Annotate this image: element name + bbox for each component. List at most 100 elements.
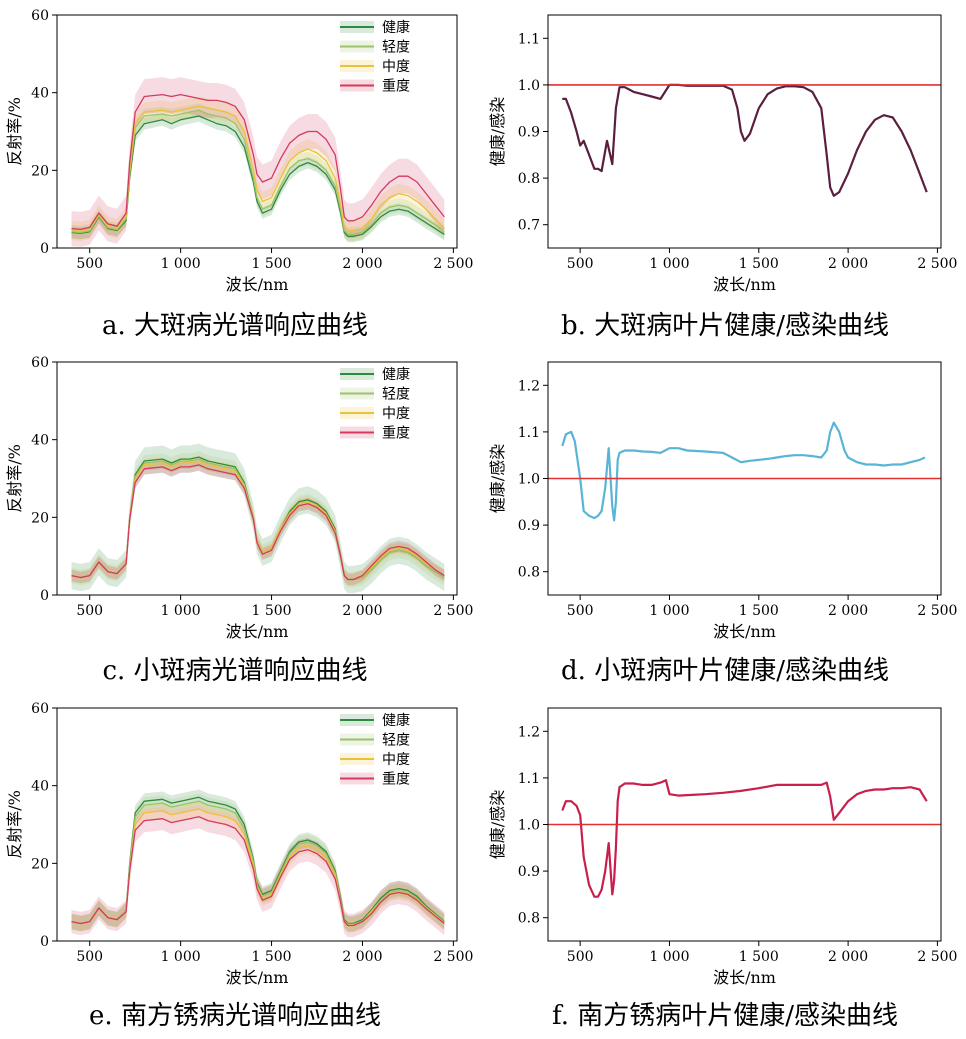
x-tick-label-d-3: 2 000: [828, 603, 868, 619]
y-tick-label-d-3: 1.1: [518, 425, 540, 441]
series-line-d-0: [561, 421, 926, 522]
x-tick-label-d-4: 2 500: [917, 603, 957, 619]
x-tick-label-b-1: 1 000: [649, 256, 689, 272]
x-axis-label-b: 波长/nm: [713, 275, 776, 294]
x-axis-label-f: 波长/nm: [713, 968, 776, 987]
legend-label-c-0: 健康: [382, 366, 410, 383]
x-tick-label-e-3: 2 000: [342, 949, 382, 965]
x-tick-label-a-3: 2 000: [342, 256, 382, 272]
chart-f: 500 1 000 1 500 2 000 2 500 0.8 0.9 1.0 1.1 1.2 波长…: [488, 707, 957, 987]
x-tick-label-b-2: 1 500: [739, 256, 779, 272]
chart-a: 500 1 000 1 500 2 000 2 500 0 20 40 60 波长/nm 反射率/%…: [5, 8, 473, 294]
x-tick-label-f-2: 1 500: [739, 949, 779, 965]
x-tick-label-d-2: 1 500: [739, 603, 779, 619]
caption-e: e. 南方锈病光谱响应曲线: [89, 1001, 381, 1031]
legend-label-e-0: 健康: [382, 712, 410, 729]
x-tick-label-f-4: 2 500: [917, 949, 957, 965]
series-band-e-1: [71, 793, 445, 933]
y-axis-label-b: 健康/感染: [488, 97, 507, 166]
y-tick-label-f-3: 1.1: [518, 771, 540, 787]
chart-c: 500 1 000 1 500 2 000 2 500 0 20 40 60 波长/nm 反射率/%…: [5, 355, 473, 641]
series-line-a-2: [71, 105, 445, 232]
series-line-b-0: [562, 83, 928, 197]
x-axis-label-e: 波长/nm: [226, 968, 289, 987]
y-tick-label-b-2: 0.9: [518, 125, 540, 141]
x-axis-label-d: 波长/nm: [713, 622, 776, 641]
y-tick-label-d-0: 0.8: [518, 565, 540, 581]
plot-area-f: [548, 779, 941, 898]
series-line-a-3: [71, 93, 445, 231]
y-tick-label-a-1: 20: [31, 163, 49, 179]
x-tick-label-a-1: 1 000: [161, 256, 201, 272]
y-tick-label-f-2: 1.0: [518, 818, 540, 834]
x-tick-label-e-1: 1 000: [161, 949, 201, 965]
series-band-c-0: [71, 443, 445, 594]
series-line-f-0: [561, 779, 928, 898]
axes-frame-a: [56, 14, 458, 249]
y-tick-label-b-4: 1.1: [518, 31, 540, 47]
caption-b: b. 大斑病叶片健康/感染曲线: [561, 311, 889, 341]
x-tick-label-a-0: 500: [76, 256, 103, 272]
y-axis-label-c: 反射率/%: [5, 444, 24, 513]
legend-label-e-2: 中度: [382, 752, 410, 768]
y-tick-label-e-0: 0: [40, 934, 49, 950]
y-tick-label-e-3: 60: [31, 701, 49, 717]
y-tick-label-e-1: 20: [31, 856, 49, 872]
series-band-c-1: [71, 451, 445, 588]
y-axis-label-e: 反射率/%: [5, 790, 24, 859]
x-tick-label-c-4: 2 500: [433, 603, 473, 619]
y-tick-label-c-2: 40: [31, 433, 49, 449]
y-tick-label-f-1: 0.9: [518, 864, 540, 880]
legend-label-c-3: 重度: [382, 426, 410, 442]
y-tick-label-b-3: 1.0: [518, 78, 540, 94]
x-tick-label-c-1: 1 000: [161, 603, 201, 619]
y-tick-label-b-0: 0.7: [518, 218, 540, 234]
series-band-e-3: [71, 805, 445, 938]
y-tick-label-a-0: 0: [40, 241, 49, 257]
x-tick-label-d-0: 500: [567, 603, 594, 619]
y-tick-label-c-3: 60: [31, 355, 49, 371]
y-tick-label-a-2: 40: [31, 86, 49, 102]
legend-label-a-1: 轻度: [382, 40, 410, 56]
x-tick-label-f-1: 1 000: [649, 949, 689, 965]
y-tick-label-d-2: 1.0: [518, 472, 540, 488]
legend-label-c-2: 中度: [382, 406, 410, 422]
y-tick-label-e-2: 40: [31, 779, 49, 795]
y-tick-label-b-1: 0.8: [518, 171, 540, 187]
x-axis-label-a: 波长/nm: [226, 275, 289, 294]
caption-d: d. 小斑病叶片健康/感染曲线: [561, 656, 889, 686]
series-line-e-3: [71, 816, 445, 927]
chart-d: 500 1 000 1 500 2 000 2 500 0.8 0.9 1.0 1.1 1.2 波长…: [488, 361, 957, 641]
caption-f: f. 南方锈病叶片健康/感染曲线: [552, 1001, 898, 1031]
axes-frame-c: [56, 361, 458, 596]
x-tick-label-c-3: 2 000: [342, 603, 382, 619]
y-tick-label-d-1: 0.9: [518, 518, 540, 534]
x-tick-label-f-0: 500: [567, 949, 594, 965]
legend-label-a-3: 重度: [382, 79, 410, 95]
x-tick-label-e-4: 2 500: [433, 949, 473, 965]
x-tick-label-e-2: 1 500: [251, 949, 291, 965]
legend-label-a-0: 健康: [382, 19, 410, 36]
x-tick-label-b-3: 2 000: [828, 256, 868, 272]
y-axis-label-a: 反射率/%: [5, 97, 24, 166]
x-tick-label-c-2: 1 500: [251, 603, 291, 619]
plot-area-c: [71, 443, 445, 594]
chart-b: 500 1 000 1 500 2 000 2 500 0.7 0.8 0.9 1.0 1.1 波长…: [488, 14, 957, 294]
x-tick-label-a-2: 1 500: [251, 256, 291, 272]
legend-label-c-1: 轻度: [382, 387, 410, 403]
y-tick-label-a-3: 60: [31, 8, 49, 24]
x-tick-label-e-0: 500: [76, 949, 103, 965]
x-tick-label-c-0: 500: [76, 603, 103, 619]
series-band-e-0: [71, 789, 445, 932]
legend-label-e-1: 轻度: [382, 733, 410, 749]
caption-c: c. 小斑病光谱响应曲线: [102, 656, 368, 686]
legend-label-a-2: 中度: [382, 59, 410, 75]
series-band-e-2: [71, 801, 445, 933]
plot-area-b: [548, 83, 941, 197]
y-tick-label-c-1: 20: [31, 510, 49, 526]
y-axis-label-d: 健康/感染: [488, 444, 507, 513]
y-tick-label-f-0: 0.8: [518, 911, 540, 927]
plot-area-d: [548, 421, 941, 522]
legend-label-e-3: 重度: [382, 772, 410, 788]
